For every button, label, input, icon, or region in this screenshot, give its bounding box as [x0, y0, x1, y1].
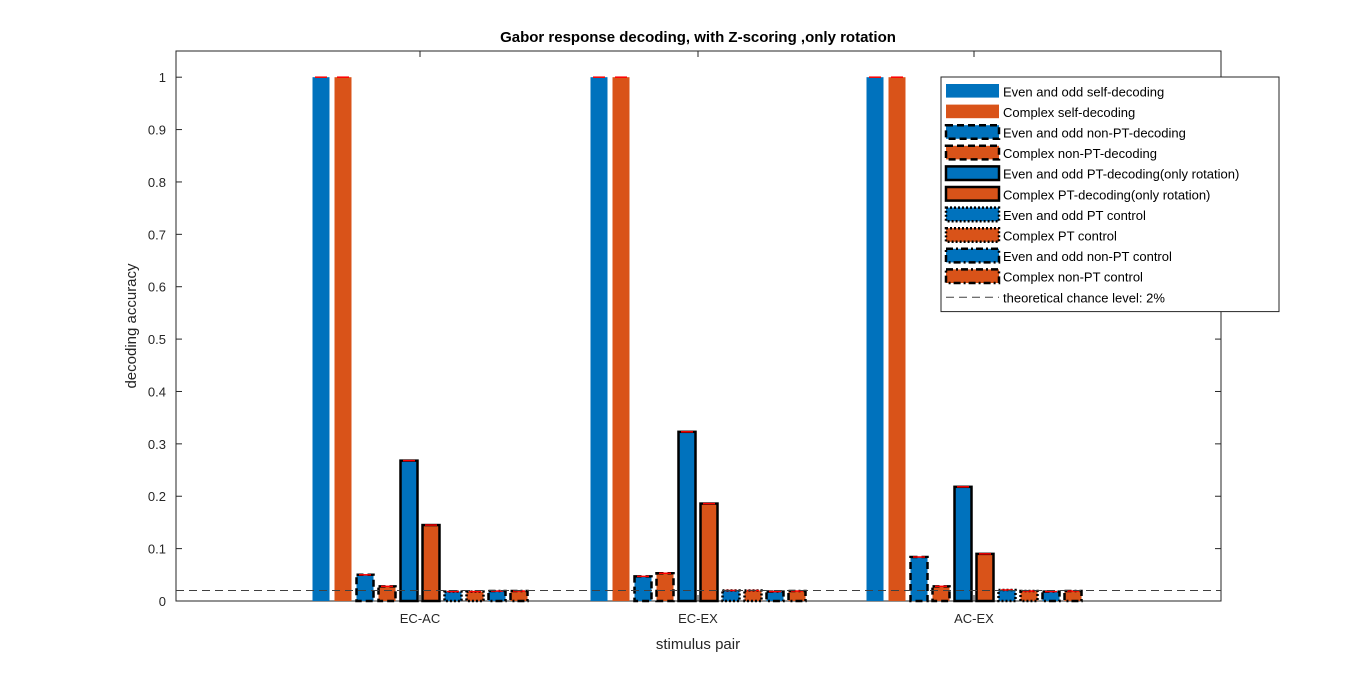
y-tick-label: 1	[159, 70, 166, 85]
bar	[487, 589, 507, 603]
y-tick-label: 0.7	[148, 227, 166, 242]
bar	[443, 590, 463, 603]
bar	[377, 585, 397, 603]
y-tick-label: 0.2	[148, 489, 166, 504]
bar	[997, 588, 1017, 603]
bar	[1019, 589, 1039, 603]
y-tick-label: 0	[159, 594, 166, 609]
bar	[953, 485, 973, 603]
bar	[465, 590, 485, 603]
bar	[399, 459, 419, 603]
legend-swatch	[944, 144, 1001, 161]
bar	[721, 589, 741, 603]
legend: Even and odd self-decoding Complex self-d…	[940, 76, 1280, 313]
legend-entry: Even and odd non-PT-decoding	[1003, 126, 1186, 141]
x-tick-label: AC-EX	[954, 611, 994, 626]
bar	[975, 552, 995, 603]
legend-swatch	[944, 268, 1001, 285]
legend-swatch	[944, 226, 1001, 244]
bar	[633, 575, 653, 603]
legend-swatch	[944, 247, 1001, 264]
legend-entry: Even and odd non-PT control	[1003, 249, 1172, 264]
legend-swatch	[944, 165, 1001, 182]
x-tick-label: EC-AC	[400, 611, 440, 626]
legend-entry: Complex PT control	[1003, 229, 1117, 244]
legend-swatch	[944, 185, 1001, 202]
bar	[655, 571, 675, 603]
y-tick-label: 0.3	[148, 437, 166, 452]
bar	[355, 573, 375, 603]
x-axis-label: stimulus pair	[656, 636, 740, 653]
legend-swatch	[944, 206, 1001, 223]
y-tick-label: 0.6	[148, 280, 166, 295]
legend-swatch	[946, 84, 999, 98]
bar	[743, 589, 763, 603]
legend-entry: Even and odd PT control	[1003, 208, 1146, 223]
bar	[888, 77, 906, 601]
y-tick-label: 0.5	[148, 332, 166, 347]
y-tick-label: 0.1	[148, 542, 166, 557]
legend-swatch	[946, 104, 999, 119]
bar	[590, 77, 608, 601]
bar	[699, 502, 719, 603]
bar	[677, 430, 697, 603]
legend-entry-chance: theoretical chance level: 2%	[1003, 290, 1165, 305]
y-tick-label: 0.4	[148, 384, 166, 399]
bar	[866, 77, 884, 601]
legend-entry: Complex self-decoding	[1003, 105, 1135, 120]
legend-entry: Complex non-PT-decoding	[1003, 146, 1157, 161]
legend-entry: Even and odd PT-decoding(only rotation)	[1003, 167, 1239, 182]
bar	[909, 555, 929, 603]
bar	[612, 77, 630, 601]
bar	[421, 523, 441, 603]
bar	[765, 590, 785, 603]
y-tick-label: 0.8	[148, 175, 166, 190]
legend-entry: Even and odd self-decoding	[1003, 84, 1164, 99]
bar	[1041, 590, 1061, 603]
legend-entry: Complex PT-decoding(only rotation)	[1003, 187, 1210, 202]
bar	[334, 77, 352, 601]
legend-entry: Complex non-PT control	[1003, 270, 1143, 285]
legend-swatch	[944, 123, 1001, 141]
bar	[312, 77, 330, 601]
bar	[931, 585, 951, 603]
y-tick-label: 0.9	[148, 123, 166, 138]
bar	[787, 589, 807, 603]
bar	[509, 589, 529, 603]
chart-title: Gabor response decoding, with Z-scoring …	[500, 29, 896, 46]
bar	[1063, 589, 1083, 603]
x-tick-label: EC-EX	[678, 611, 718, 626]
y-axis-label: decoding accuracy	[123, 263, 140, 389]
